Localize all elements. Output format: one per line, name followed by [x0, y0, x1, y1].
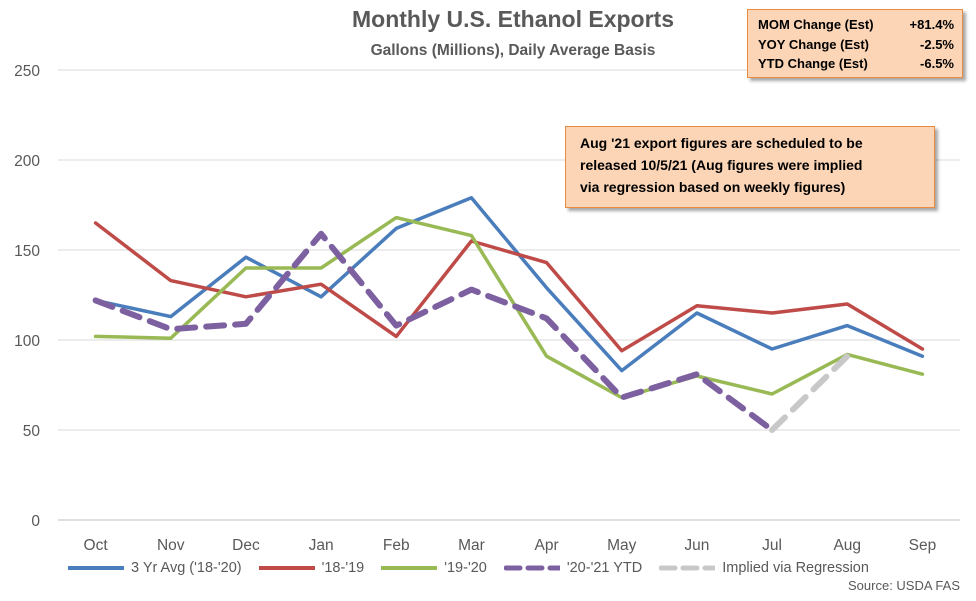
series-line	[93, 221, 925, 353]
legend-item-19-20: '19-'20	[381, 560, 487, 576]
note-line: released 10/5/21 (Aug figures were impli…	[580, 157, 863, 173]
x-tick-label: Feb	[383, 537, 410, 554]
y-tick-label: 250	[14, 63, 40, 80]
y-tick-label: 200	[14, 153, 40, 170]
x-tick-label: Jun	[684, 537, 709, 554]
chart-subtitle: Gallons (Millions), Daily Average Basis	[370, 42, 656, 59]
stat-row-ytd: YTD Change (Est) -6.5%	[758, 54, 954, 74]
stat-value: -2.5%	[920, 36, 954, 52]
legend-label: Implied via Regression	[722, 560, 869, 576]
x-tick-label: Dec	[232, 537, 260, 554]
source-note: Source: USDA FAS	[848, 578, 960, 593]
x-tick-label: Mar	[458, 537, 485, 554]
series-line	[769, 353, 851, 433]
stat-value: +81.4%	[909, 17, 954, 32]
legend-swatch	[258, 566, 315, 570]
series-line	[92, 230, 776, 433]
legend-swatch	[503, 565, 560, 571]
series-lines	[92, 196, 925, 433]
y-tick-label: 50	[23, 423, 41, 440]
legend-label: '20-'21 YTD	[566, 560, 643, 576]
stat-label: MOM Change (Est)	[758, 17, 874, 32]
x-tick-label: Jul	[762, 537, 782, 554]
legend-label: '19-'20	[444, 560, 487, 576]
gridlines	[58, 69, 960, 521]
x-tick-label: Aug	[833, 537, 861, 554]
stat-row-yoy: YOY Change (Est) -2.5%	[758, 35, 954, 55]
stat-value: -6.5%	[920, 56, 954, 71]
x-axis-ticks: Oct Nov Dec Jan Feb Mar Apr May Jun Jul Aug Sep	[84, 537, 937, 554]
series-line	[93, 215, 925, 400]
x-tick-label: Apr	[535, 537, 559, 554]
y-tick-label: 100	[14, 333, 40, 350]
legend-label: '18-'19	[321, 560, 365, 576]
chart-title: Monthly U.S. Ethanol Exports	[351, 6, 674, 32]
stat-label: YTD Change (Est)	[758, 56, 868, 71]
note-line: Aug '21 export figures are scheduled to …	[580, 135, 863, 151]
x-tick-label: Sep	[909, 537, 937, 554]
y-axis-ticks: 0 50 100 150 200 250	[14, 63, 40, 530]
legend-item-3yr-avg: 3 Yr Avg ('18-'20)	[68, 560, 242, 576]
legend-item-18-19: '18-'19	[258, 560, 365, 576]
chart-legend: 3 Yr Avg ('18-'20) '18-'19 '19-'20 '20-'…	[68, 560, 886, 576]
stat-row-mom: MOM Change (Est) +81.4%	[758, 15, 954, 35]
legend-swatch	[68, 566, 124, 570]
stat-label: YOY Change (Est)	[758, 36, 870, 52]
note-line: via regression based on weekly figures)	[580, 179, 846, 195]
x-tick-label: May	[607, 537, 637, 554]
legend-swatch	[381, 566, 438, 570]
legend-swatch	[659, 565, 716, 571]
legend-label: 3 Yr Avg ('18-'20)	[131, 560, 242, 576]
y-tick-label: 150	[14, 243, 40, 260]
x-tick-label: Nov	[157, 537, 185, 554]
legend-item-20-21-ytd: '20-'21 YTD	[503, 560, 643, 576]
legend-item-implied: Implied via Regression	[659, 560, 869, 576]
x-tick-label: Oct	[84, 537, 109, 554]
release-note-box: Aug '21 export figures are scheduled to …	[565, 126, 935, 208]
series-line	[93, 196, 925, 373]
change-stats-box: MOM Change (Est) +81.4% YOY Change (Est)…	[747, 9, 963, 78]
y-tick-label: 0	[31, 513, 40, 530]
x-tick-label: Jan	[309, 537, 334, 554]
